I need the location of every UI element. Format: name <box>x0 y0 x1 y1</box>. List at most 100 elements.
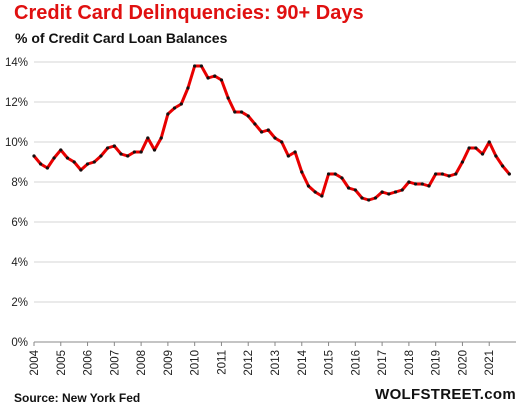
data-point <box>139 150 143 154</box>
data-point <box>106 146 110 150</box>
data-point <box>92 160 96 164</box>
x-tick-label: 2020 <box>457 350 469 376</box>
x-tick-label: 2011 <box>216 350 228 375</box>
data-point <box>306 184 311 188</box>
data-point <box>99 154 103 158</box>
data-point <box>152 148 157 152</box>
data-point <box>400 188 404 192</box>
data-point <box>260 130 264 134</box>
data-point <box>213 74 217 78</box>
data-point <box>454 172 458 176</box>
data-point <box>480 152 485 156</box>
data-point <box>206 76 210 80</box>
data-point <box>273 136 277 140</box>
y-tick-label: 6% <box>11 217 28 229</box>
data-point <box>494 154 498 158</box>
x-tick-label: 2016 <box>350 350 362 376</box>
data-point <box>434 172 438 176</box>
data-point <box>72 160 76 164</box>
x-tick-label: 2017 <box>377 350 389 376</box>
data-point <box>112 144 116 148</box>
source-note: Source: New York Fed <box>14 391 141 405</box>
x-tick-label: 2013 <box>270 350 282 376</box>
data-point <box>501 164 505 168</box>
data-point <box>367 198 371 202</box>
x-tick-label: 2007 <box>109 350 121 376</box>
data-point <box>467 146 471 150</box>
y-tick-label: 14% <box>5 57 28 69</box>
data-point <box>166 112 170 116</box>
chart-title: Credit Card Delinquencies: 90+ Days <box>14 2 364 24</box>
x-tick-label: 2018 <box>404 350 416 376</box>
data-point <box>447 174 451 178</box>
data-point <box>239 110 244 114</box>
data-point <box>333 172 337 176</box>
data-point <box>132 150 137 154</box>
data-point <box>39 162 43 166</box>
x-tick-label: 2014 <box>297 349 309 375</box>
x-tick-label: 2005 <box>56 350 68 376</box>
data-point <box>119 152 123 156</box>
data-point <box>380 190 384 194</box>
data-point <box>146 136 150 140</box>
x-tick-label: 2012 <box>243 350 255 376</box>
y-axis-ticks: 0% 2% 4% 6% 8% 10% 12% 14% <box>5 57 28 349</box>
data-point <box>474 146 478 150</box>
x-tick-label: 2006 <box>83 350 95 376</box>
data-point <box>393 190 398 194</box>
series-line <box>32 64 511 202</box>
data-point <box>266 128 270 132</box>
y-tick-label: 12% <box>5 97 28 109</box>
y-tick-label: 4% <box>11 257 28 269</box>
chart-subtitle: % of Credit Card Loan Balances <box>15 30 228 46</box>
data-point <box>233 110 237 114</box>
brand-logo[interactable]: WOLFSTREET.com <box>375 386 516 403</box>
data-point <box>226 96 230 100</box>
data-point <box>293 150 297 154</box>
x-tick-label: 2009 <box>163 350 175 376</box>
data-point <box>199 64 203 68</box>
series-layer <box>32 64 511 202</box>
data-point <box>79 168 83 172</box>
x-tick-label: 2015 <box>324 350 336 376</box>
data-point <box>286 154 290 158</box>
data-point <box>420 182 424 186</box>
data-point <box>280 140 284 144</box>
data-point <box>219 78 224 82</box>
data-point <box>320 194 324 198</box>
data-point <box>52 156 56 160</box>
data-point <box>179 102 183 106</box>
data-point <box>353 188 357 192</box>
data-point <box>126 154 130 158</box>
data-point <box>360 196 364 200</box>
data-point <box>186 86 190 90</box>
y-tick-label: 2% <box>11 297 28 309</box>
x-axis-ticks: 2004 2005 2006 2007 2008 2009 2010 2011 2012 2013… <box>29 342 496 376</box>
data-point <box>413 182 418 186</box>
data-point <box>340 176 344 180</box>
data-point <box>407 180 411 184</box>
y-tick-label: 10% <box>5 137 28 149</box>
x-tick-label: 2010 <box>190 350 202 376</box>
data-point <box>193 64 197 68</box>
data-point <box>65 156 70 160</box>
data-point <box>85 162 90 166</box>
data-point <box>253 122 257 126</box>
data-point <box>507 172 511 176</box>
data-point <box>313 190 317 194</box>
x-tick-label: 2019 <box>431 350 443 376</box>
data-point <box>460 160 465 164</box>
data-point <box>246 114 250 118</box>
x-tick-label: 2008 <box>136 350 148 376</box>
y-tick-label: 8% <box>11 177 28 189</box>
y-tick-label: 0% <box>11 337 28 349</box>
data-point <box>387 192 391 196</box>
data-point <box>300 170 304 174</box>
x-tick-label: 2021 <box>484 350 496 376</box>
x-tick-label: 2004 <box>29 349 41 375</box>
data-point <box>373 196 378 200</box>
data-point <box>32 154 36 158</box>
gridlines <box>34 61 516 303</box>
data-point <box>427 184 431 188</box>
